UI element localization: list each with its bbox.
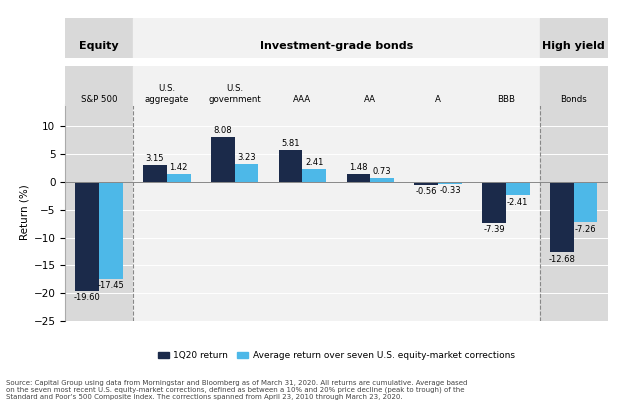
Text: 2.41: 2.41 [305,158,324,167]
Bar [347,174,370,182]
Text: 0.73: 0.73 [373,167,391,176]
Text: 1.42: 1.42 [169,164,188,172]
Text: AAA: AAA [293,95,311,104]
Text: U.S.
government: U.S. government [208,84,261,104]
Bar [211,137,234,182]
Bar [167,174,190,182]
Bar [540,18,608,58]
Text: S&P 500: S&P 500 [81,95,117,104]
Bar [540,104,608,321]
Y-axis label: Return (%): Return (%) [19,184,29,241]
Text: -7.26: -7.26 [575,225,596,233]
Text: BBB: BBB [497,95,515,104]
Text: U.S.
aggregate: U.S. aggregate [144,84,189,104]
Text: 5.81: 5.81 [281,139,300,148]
Bar [133,18,540,58]
Text: Source: Capital Group using data from Morningstar and Bloomberg as of March 31, : Source: Capital Group using data from Mo… [6,380,467,400]
Text: -12.68: -12.68 [548,255,575,263]
Bar [414,182,438,185]
Text: -0.56: -0.56 [415,187,437,196]
Bar [550,182,574,252]
Bar [143,164,167,182]
Bar [438,182,462,184]
Text: High yield: High yield [542,41,605,51]
Bar [370,178,394,182]
Text: 3.15: 3.15 [146,154,164,163]
Text: Bonds: Bonds [560,95,587,104]
Text: Equity: Equity [79,41,119,51]
Bar [65,104,133,321]
Legend: 1Q20 return, Average return over seven U.S. equity-market corrections: 1Q20 return, Average return over seven U… [154,348,518,364]
Text: AA: AA [365,95,376,104]
Bar [482,182,506,223]
Text: 3.23: 3.23 [237,154,256,162]
Bar [506,182,529,195]
Bar [99,182,123,279]
Text: -2.41: -2.41 [507,198,528,207]
Bar [133,66,540,106]
Bar [133,104,540,321]
Bar [279,150,303,182]
Bar [574,182,598,222]
Text: A: A [435,95,441,104]
Text: 1.48: 1.48 [349,163,368,172]
Bar [234,164,259,182]
Bar [65,18,133,58]
Bar [540,66,608,106]
Text: 8.08: 8.08 [213,126,232,136]
Text: -19.60: -19.60 [74,293,100,302]
Text: -0.33: -0.33 [439,186,461,195]
Text: -7.39: -7.39 [483,225,505,234]
Text: -17.45: -17.45 [97,281,124,290]
Bar [303,168,326,182]
Text: Investment-grade bonds: Investment-grade bonds [260,41,413,51]
Bar [65,66,133,106]
Bar [75,182,99,291]
